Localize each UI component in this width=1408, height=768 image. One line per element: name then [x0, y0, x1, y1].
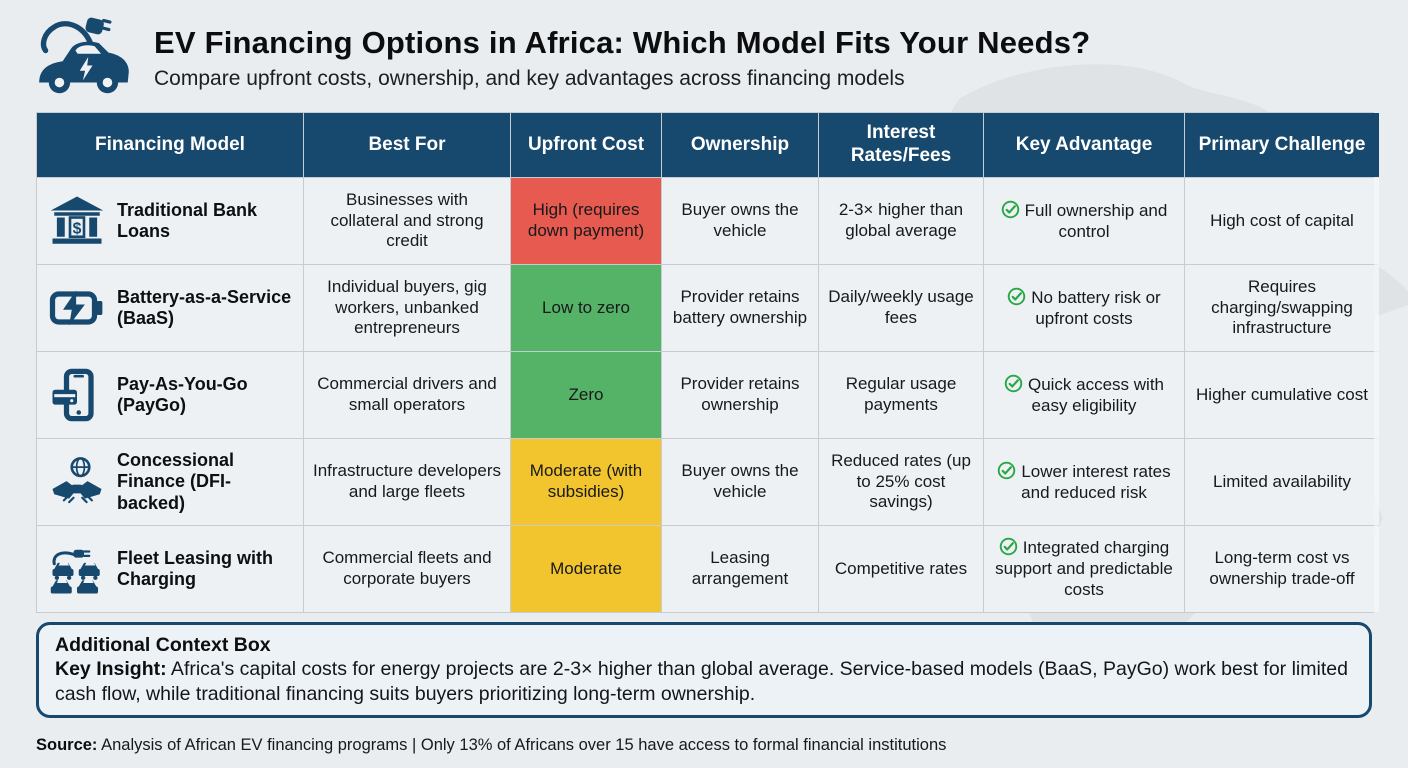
advantage-text: Lower interest rates and reduced risk	[1021, 461, 1171, 502]
column-header-interest-rates: Interest Rates/Fees	[819, 113, 983, 177]
model-name: Traditional Bank Loans	[117, 199, 258, 241]
table-row-model-cell: Concessional Finance (DFI-backed)	[37, 439, 303, 525]
best-for-cell: Infrastructure developers and large flee…	[304, 439, 510, 525]
column-header-ownership: Ownership	[662, 113, 818, 177]
upfront-cost-cell: Low to zero	[511, 265, 661, 351]
challenge-cell: Long-term cost vs ownership trade-off	[1185, 526, 1379, 612]
source-text: Analysis of African EV financing program…	[97, 736, 947, 754]
advantage-text: Quick access with easy eligibility	[1027, 374, 1165, 415]
column-header-primary-challenge: Primary Challenge	[1185, 113, 1379, 177]
column-header-upfront-cost: Upfront Cost	[511, 113, 661, 177]
phone-icon	[49, 368, 105, 422]
context-box-title: Additional Context Box	[55, 634, 271, 656]
page-title: EV Financing Options in Africa: Which Mo…	[154, 25, 1091, 61]
challenge-cell: Higher cumulative cost	[1185, 352, 1379, 438]
check-circle-icon	[1007, 287, 1026, 306]
column-header-best-for: Best For	[304, 113, 510, 177]
upfront-cost-cell: Zero	[511, 352, 661, 438]
best-for-cell: Businesses with collateral and strong cr…	[304, 178, 510, 264]
ownership-cell: Leasing arrangement	[662, 526, 818, 612]
interest-cell: 2-3× higher than global average	[819, 178, 983, 264]
model-name: Pay-As-You-Go (PayGo)	[117, 373, 248, 415]
upfront-cost-cell: Moderate (with subsidies)	[511, 439, 661, 525]
ownership-cell: Provider retains ownership	[662, 352, 818, 438]
source-label: Source:	[36, 736, 98, 754]
key-advantage-cell: Full ownership and control	[984, 178, 1184, 264]
challenge-cell: High cost of capital	[1185, 178, 1379, 264]
table-row-model-cell: Battery-as-a-Service (BaaS)	[37, 265, 303, 351]
advantage-text: No battery risk or upfront costs	[1031, 287, 1161, 328]
model-name: Battery-as-a-Service (BaaS)	[117, 286, 292, 328]
best-for-cell: Commercial fleets and corporate buyers	[304, 526, 510, 612]
ownership-cell: Buyer owns the vehicle	[662, 439, 818, 525]
best-for-cell: Commercial drivers and small operators	[304, 352, 510, 438]
key-insight-text: Africa's capital costs for energy projec…	[55, 658, 1348, 705]
battery-icon	[49, 281, 105, 335]
globe-handshake-icon	[49, 455, 105, 509]
challenge-cell: Limited availability	[1185, 439, 1379, 525]
upfront-cost-cell: Moderate	[511, 526, 661, 612]
additional-context-box: Additional Context Box Key Insight: Afri…	[36, 622, 1372, 718]
table-row-model-cell: Fleet Leasing with Charging	[37, 526, 303, 612]
column-header-key-advantage: Key Advantage	[984, 113, 1184, 177]
fleet-icon	[49, 542, 105, 596]
interest-cell: Daily/weekly usage fees	[819, 265, 983, 351]
interest-cell: Reduced rates (up to 25% cost savings)	[819, 439, 983, 525]
key-advantage-cell: No battery risk or upfront costs	[984, 265, 1184, 351]
ownership-cell: Buyer owns the vehicle	[662, 178, 818, 264]
key-advantage-cell: Quick access with easy eligibility	[984, 352, 1184, 438]
advantage-text: Full ownership and control	[1024, 200, 1168, 241]
svg-text:$: $	[73, 220, 82, 237]
page-subtitle: Compare upfront costs, ownership, and ke…	[154, 66, 905, 90]
table-row-model-cell: Pay-As-You-Go (PayGo)	[37, 352, 303, 438]
page-header: EV Financing Options in Africa: Which Mo…	[30, 10, 1090, 106]
best-for-cell: Individual buyers, gig workers, unbanked…	[304, 265, 510, 351]
table-row-model-cell: $ Traditional Bank Loans	[37, 178, 303, 264]
key-insight-label: Key Insight:	[55, 658, 167, 680]
check-circle-icon	[1001, 200, 1020, 219]
check-circle-icon	[997, 461, 1016, 480]
financing-comparison-table: Financing Model Best For Upfront Cost Ow…	[36, 112, 1379, 613]
interest-cell: Competitive rates	[819, 526, 983, 612]
check-circle-icon	[1004, 374, 1023, 393]
column-header-financing-model: Financing Model	[37, 113, 303, 177]
interest-cell: Regular usage payments	[819, 352, 983, 438]
source-line: Source: Analysis of African EV financing…	[36, 736, 946, 755]
key-advantage-cell: Integrated charging support and predicta…	[984, 526, 1184, 612]
ownership-cell: Provider retains battery ownership	[662, 265, 818, 351]
model-name: Fleet Leasing with Charging	[117, 547, 274, 589]
context-box-body: Key Insight: Africa's capital costs for …	[55, 657, 1353, 706]
ev-car-icon	[30, 10, 138, 106]
advantage-text: Integrated charging support and predicta…	[995, 538, 1173, 599]
challenge-cell: Requires charging/swapping infrastructur…	[1185, 265, 1379, 351]
bank-icon: $	[49, 194, 105, 248]
check-circle-icon	[999, 537, 1018, 556]
key-advantage-cell: Lower interest rates and reduced risk	[984, 439, 1184, 525]
model-name: Concessional Finance (DFI-backed)	[117, 450, 235, 513]
upfront-cost-cell: High (requires down payment)	[511, 178, 661, 264]
